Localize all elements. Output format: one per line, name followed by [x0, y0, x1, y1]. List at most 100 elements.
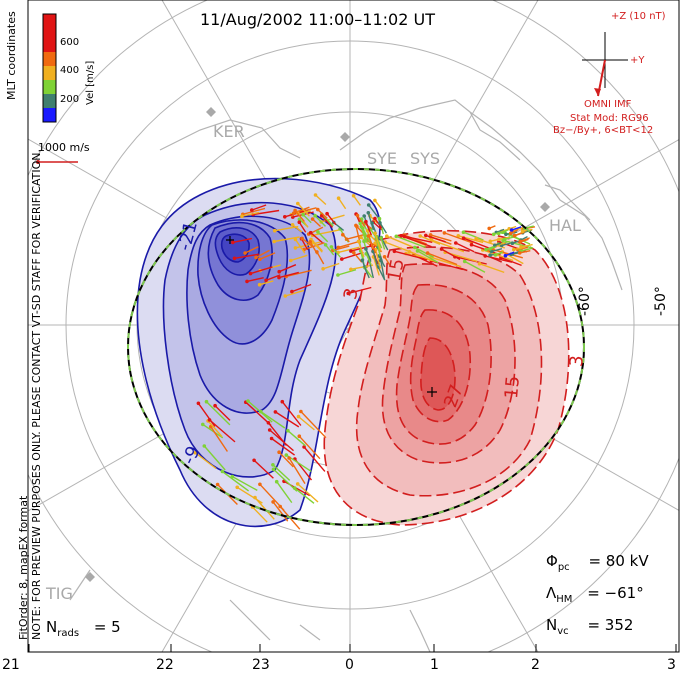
velocity-vector — [303, 446, 326, 472]
velocity-vector — [291, 283, 312, 293]
velocity-vector — [374, 233, 382, 251]
velocity-vector — [290, 254, 308, 262]
velocity-vector — [314, 215, 327, 227]
velocity-vector-origin — [439, 247, 444, 251]
velocity-vector-origin — [474, 236, 479, 241]
velocity-vector — [295, 241, 321, 249]
velocity-vector — [520, 243, 533, 248]
velocity-vector — [394, 250, 428, 261]
imf-clock-dial — [582, 32, 628, 97]
velocity-vector-origin — [297, 217, 302, 222]
velocity-vector-origin — [469, 242, 474, 247]
velocity-vector-origin — [413, 245, 417, 250]
velocity-vector — [379, 222, 387, 234]
velocity-vector — [214, 405, 231, 421]
velocity-vector-origin — [277, 269, 282, 274]
velocity-vector — [441, 248, 461, 261]
velocity-vector-origin — [296, 414, 301, 419]
velocity-vector — [300, 238, 309, 251]
velocity-vector-origin — [232, 256, 237, 261]
velocity-vector — [294, 209, 305, 222]
velocity-vector-origin — [252, 458, 256, 463]
station-tig: TIG — [46, 584, 73, 603]
velocity-vector — [519, 250, 531, 254]
velocity-vector-origin — [385, 234, 389, 238]
velocity-vector-origin — [349, 249, 353, 253]
velocity-vector — [479, 263, 505, 274]
mlt-label-23: 23 — [252, 657, 270, 673]
velocity-vector-origin — [272, 239, 277, 244]
plot-frame — [27, 0, 680, 653]
velocity-vector-origin — [267, 428, 272, 432]
velocity-vector-origin — [316, 207, 320, 212]
velocity-vector — [221, 470, 250, 492]
velocity-vector-origin — [284, 453, 289, 457]
velocity-vector-origin — [248, 271, 253, 276]
velocity-vector-origin — [519, 245, 523, 249]
velocity-vector-origin — [442, 231, 447, 235]
velocity-vector-origin — [301, 212, 306, 217]
velocity-vector — [417, 250, 439, 264]
velocity-vector-origin — [336, 273, 340, 277]
velocity-vector-origin — [351, 194, 356, 198]
velocity-vector — [367, 235, 377, 254]
velocity-vector-origin — [424, 233, 428, 238]
velocity-vector — [396, 235, 426, 249]
velocity-vector-origin — [271, 463, 275, 467]
velocity-vector-origin — [362, 239, 366, 244]
station-sys: SYS — [410, 149, 441, 168]
phi-symbol: Φ — [546, 552, 558, 570]
velocity-vector — [251, 506, 268, 523]
velocity-vector — [427, 252, 458, 266]
velocity-vector — [232, 475, 258, 492]
velocity-vector — [353, 195, 361, 206]
velocity-vector — [409, 251, 432, 262]
velocity-vector — [322, 262, 340, 270]
velocity-vector — [330, 246, 341, 258]
velocity-vector — [365, 248, 372, 261]
velocity-vector — [463, 231, 484, 241]
velocity-vector — [353, 252, 363, 263]
imf-y-axis-label: +Y — [630, 55, 645, 66]
latitude-label-60: -60° — [577, 286, 593, 316]
velocity-vector — [464, 260, 486, 273]
velocity-vector-origin — [310, 217, 315, 221]
velocity-vector-origin — [378, 221, 382, 225]
mlt-label-3: 3 — [667, 657, 676, 673]
velocity-vector — [278, 271, 299, 279]
velocity-vector — [419, 235, 441, 245]
velocity-vector-origin — [323, 243, 328, 247]
negative-convection-cell — [136, 177, 381, 528]
velocity-vector — [365, 221, 372, 236]
velocity-vector-origin — [487, 226, 492, 231]
velocity-vector-origin — [293, 208, 297, 213]
velocity-vector — [463, 237, 493, 251]
velocity-vector — [300, 411, 327, 439]
velocity-vector-origin — [355, 213, 360, 218]
velocity-vector — [286, 269, 312, 278]
velocity-vector — [325, 244, 335, 256]
velocity-vector-origin — [346, 291, 351, 296]
velocity-vector-origin — [359, 235, 363, 240]
velocity-vector — [414, 246, 435, 258]
velocity-vector-origin — [243, 251, 247, 255]
stat-model-line2: Bz−/By+, 6<BT<12 — [553, 125, 654, 136]
velocity-vector-origin — [358, 221, 363, 226]
velocity-vector-origin — [379, 258, 383, 263]
velocity-vector-origin — [283, 215, 287, 219]
velocity-vector — [332, 245, 350, 252]
velocity-vector-origin — [313, 213, 317, 218]
velocity-vector — [454, 256, 487, 265]
velocity-vector — [493, 230, 506, 235]
velocity-vector — [321, 215, 334, 228]
velocity-vector-origin — [283, 294, 288, 298]
velocity-vector-origin — [273, 410, 278, 414]
velocity-vector — [260, 411, 286, 429]
velocity-vector-origin — [462, 259, 467, 264]
nvc-subscript: vc — [557, 626, 569, 637]
velocity-vector-origin — [502, 237, 507, 242]
velocity-vector-origin — [286, 428, 290, 433]
velocity-vector-origin — [407, 250, 412, 254]
velocity-vector — [341, 251, 364, 260]
velocity-vector-origin — [201, 422, 205, 427]
